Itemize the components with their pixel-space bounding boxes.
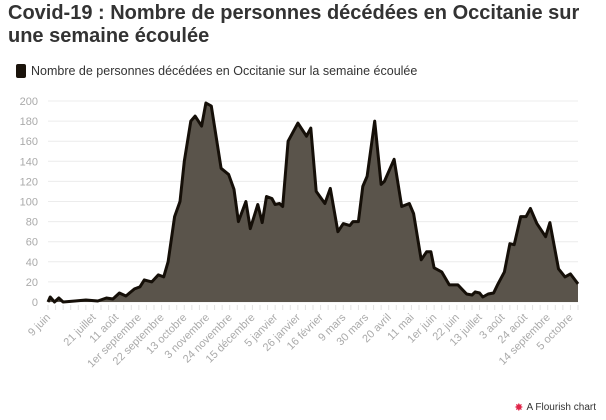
y-tick-label: 120 — [20, 176, 38, 188]
y-tick-label: 40 — [26, 257, 38, 269]
area-fill — [48, 103, 578, 302]
footer-text: A Flourish chart — [526, 402, 596, 413]
y-tick-label: 180 — [20, 116, 38, 128]
series-line — [46, 101, 580, 304]
legend-label: Nombre de personnes décédées en Occitani… — [31, 64, 418, 78]
chart-title: Covid-19 : Nombre de personnes décédées … — [8, 2, 580, 47]
y-tick-label: 80 — [26, 217, 38, 229]
flourish-logo-icon: ✸ — [514, 402, 524, 414]
y-tick-label: 140 — [20, 156, 38, 168]
legend-swatch — [16, 64, 26, 78]
flourish-credit[interactable]: ✸ A Flourish chart — [514, 401, 596, 414]
y-tick-label: 60 — [26, 237, 38, 249]
y-tick-label: 200 — [20, 96, 38, 108]
y-tick-label: 20 — [26, 277, 38, 289]
y-tick-label: 160 — [20, 136, 38, 148]
y-tick-label: 0 — [32, 297, 38, 309]
x-tick-label: 9 juin — [26, 312, 53, 339]
y-tick-label: 100 — [20, 197, 38, 209]
legend: Nombre de personnes décédées en Occitani… — [16, 64, 417, 78]
